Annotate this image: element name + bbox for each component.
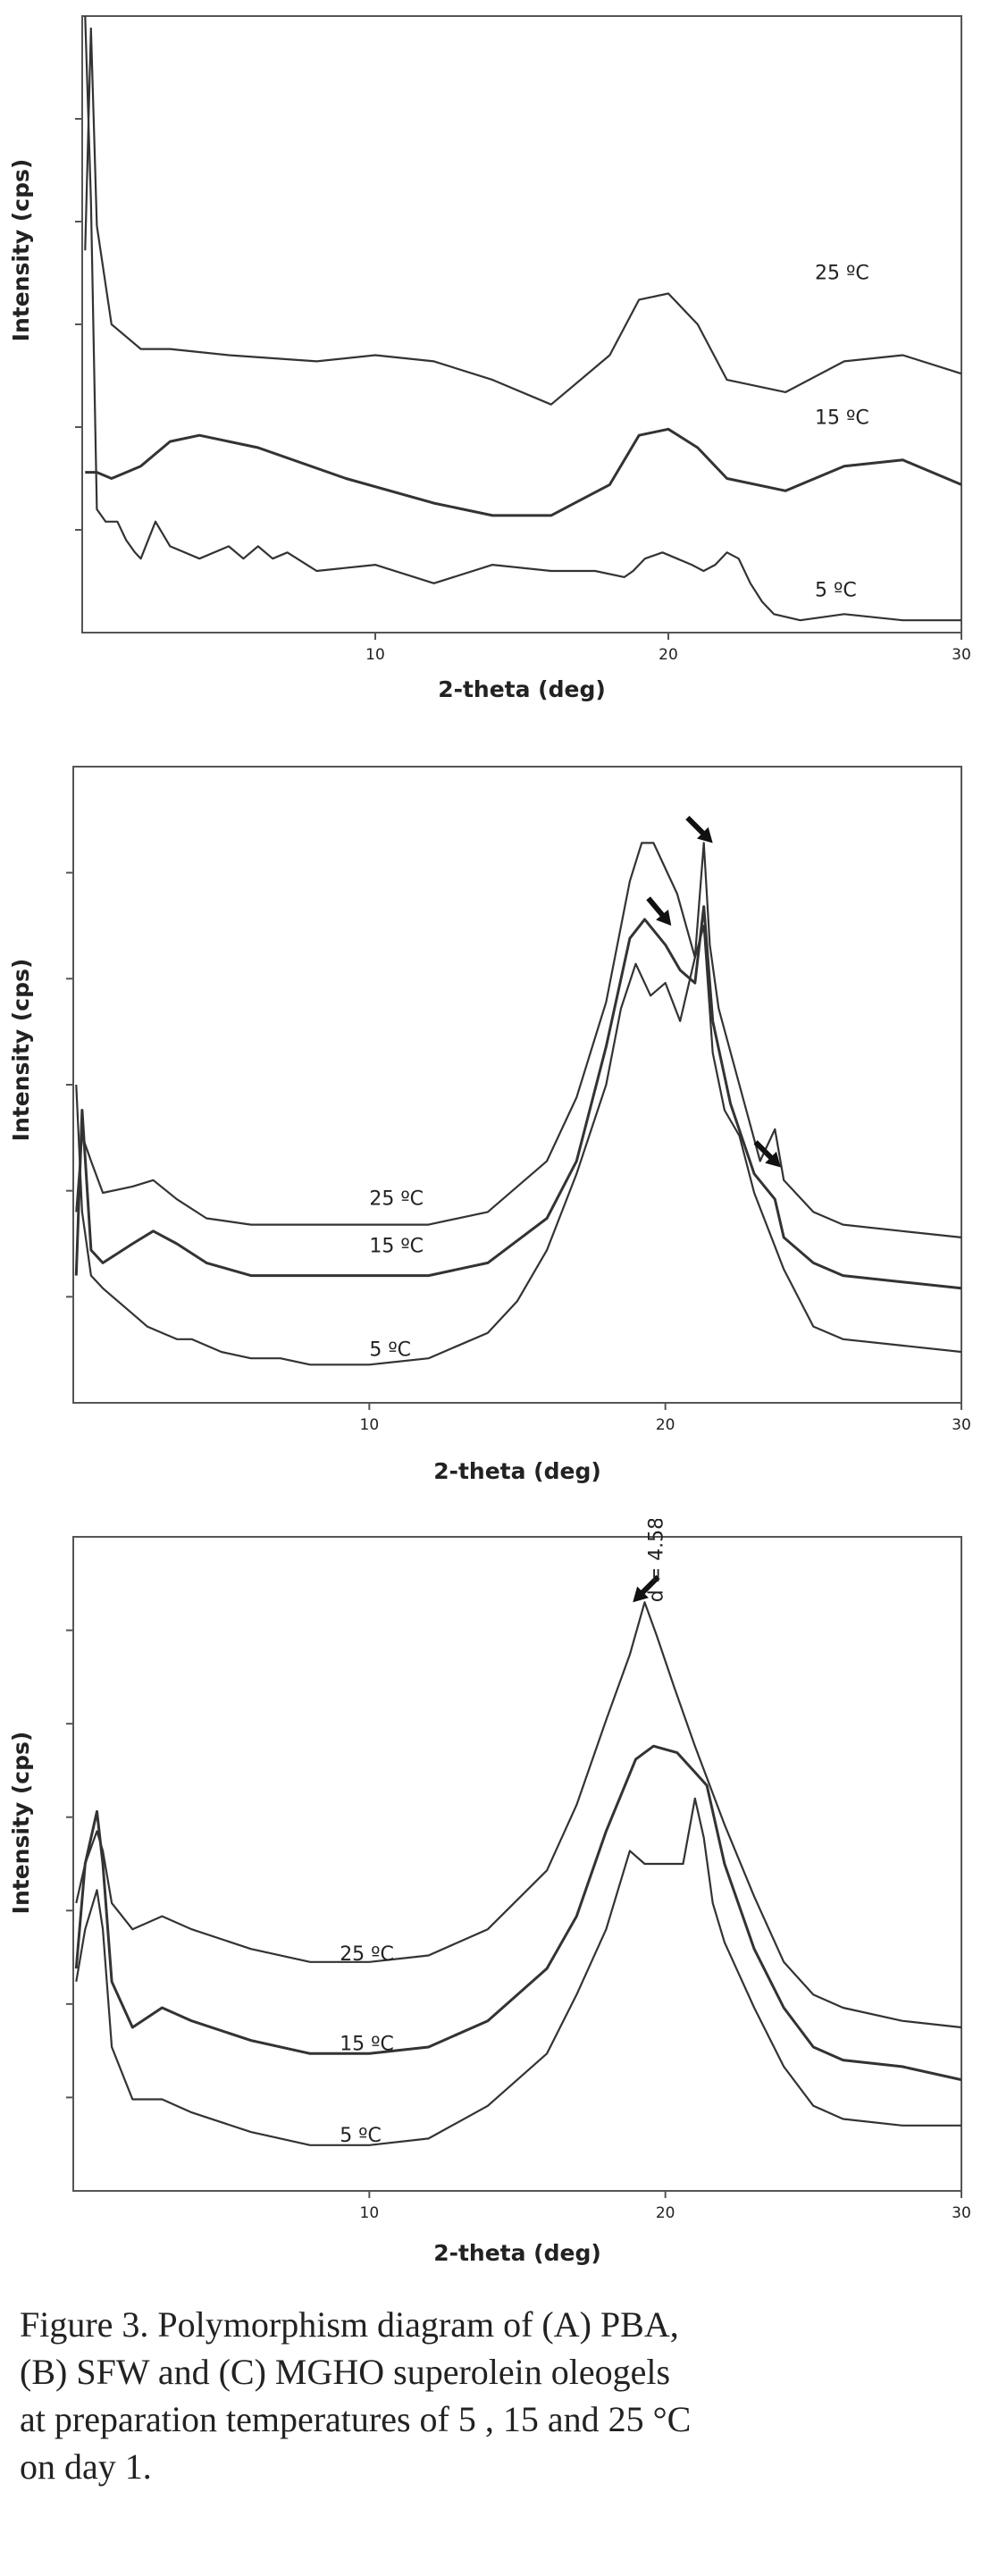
arrow-head [697, 827, 713, 843]
pointer-arrow [753, 1140, 781, 1168]
chart-panel-a: 10 20 30 2-theta (deg) Intensity (cps) 25 ºC 1… [0, 0, 990, 742]
x-tick-label: 20 [656, 1416, 675, 1434]
series-line [75, 1797, 961, 2146]
figure-caption: Figure 3. Polymorphism diagram of (A) PB… [20, 2301, 967, 2490]
y-axis-label: Intensity (cps) [8, 1732, 34, 1915]
x-tick-label: 10 [360, 2204, 380, 2222]
plot-frame [72, 766, 962, 1404]
x-tick-label: 30 [952, 2204, 971, 2222]
x-axis-label: 2-theta (deg) [438, 676, 606, 702]
arrow-head [633, 1586, 649, 1603]
series-label: 15 ºC [340, 2033, 394, 2055]
caption-line: at preparation temperatures of 5 , 15 an… [20, 2399, 692, 2439]
x-tick-label: 30 [952, 1416, 971, 1434]
annotation-label: d = 4.58 [645, 1519, 667, 1602]
x-tick-label: 20 [659, 646, 678, 664]
series-line [75, 1601, 962, 2029]
series-label: 25 ºC [369, 1187, 424, 1210]
chart-c-svg: 10 20 30 2-theta (deg) Intensity (cps) 25 ºC 1… [8, 1519, 971, 2266]
series-line [74, 1744, 962, 2082]
caption-line: Figure 3. Polymorphism diagram of (A) PB… [20, 2304, 679, 2345]
series-line [84, 15, 961, 622]
x-axis-label: 2-theta (deg) [433, 2240, 601, 2266]
series-label: 25 ºC [340, 1943, 394, 1966]
chart-a-svg: 10 20 30 2-theta (deg) Intensity (cps) 25 ºC 1… [8, 15, 971, 702]
series-line [74, 905, 962, 1290]
x-tick-label: 30 [952, 646, 971, 664]
series-label: 15 ºC [369, 1235, 424, 1257]
x-tick-label: 10 [360, 1416, 380, 1434]
series-line [85, 427, 962, 517]
x-tick-label: 20 [656, 2204, 675, 2222]
arrow-head [765, 1151, 781, 1168]
series-line [84, 27, 962, 406]
chart-panel-b: 10 20 30 2-theta (deg) Intensity (cps) 25 ºC 1… [0, 742, 990, 1519]
series-label: 15 ºC [815, 407, 869, 429]
pointer-arrow [633, 1574, 660, 1603]
chart-panel-c: 10 20 30 2-theta (deg) Intensity (cps) 25 ºC 1… [0, 1519, 990, 2301]
pointer-arrow [646, 896, 672, 926]
series-label: 5 ºC [815, 580, 857, 602]
series-line [75, 924, 962, 1366]
plot-frame [81, 15, 962, 634]
series-label: 25 ºC [815, 263, 869, 285]
caption-line: (B) SFW and (C) MGHO superolein oleogels [20, 2352, 671, 2392]
caption-line: on day 1. [20, 2446, 152, 2487]
x-tick-label: 10 [365, 646, 385, 664]
chart-b-svg: 10 20 30 2-theta (deg) Intensity (cps) 25 ºC 1… [8, 766, 971, 1484]
pointer-arrow [685, 816, 713, 843]
x-axis-label: 2-theta (deg) [433, 1458, 601, 1484]
series-label: 5 ºC [369, 1338, 411, 1361]
y-axis-label: Intensity (cps) [8, 959, 34, 1142]
series-label: 5 ºC [340, 2125, 382, 2147]
arrow-head [656, 909, 672, 926]
y-axis-label: Intensity (cps) [8, 159, 34, 342]
series-line [75, 842, 962, 1238]
plot-frame [72, 1536, 962, 2192]
